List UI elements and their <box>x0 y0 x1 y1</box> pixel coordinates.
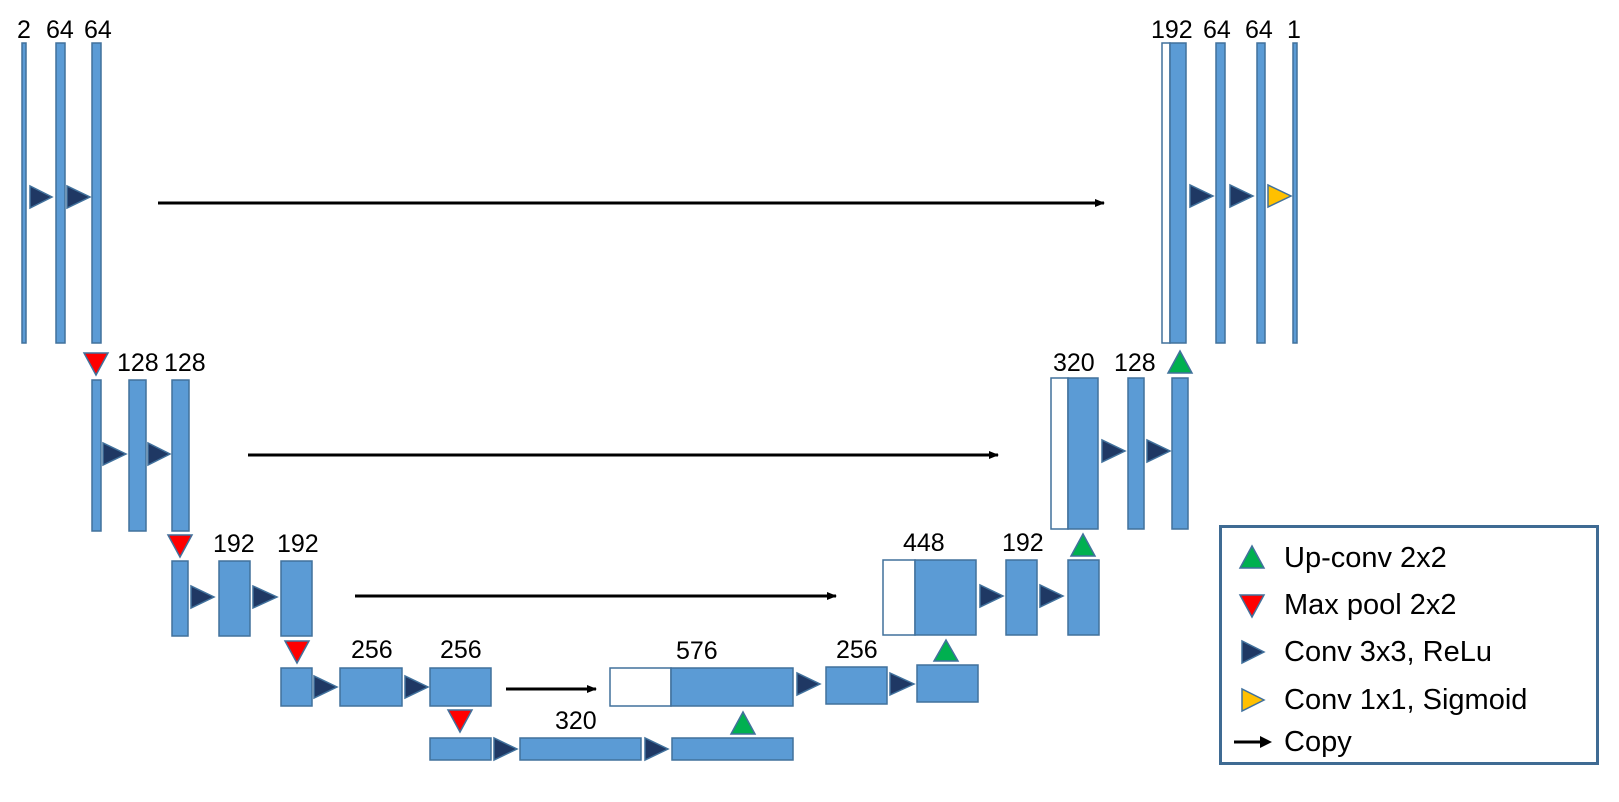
channel-label: 128 <box>1114 349 1156 377</box>
channel-label: 320 <box>555 707 597 735</box>
conv-icon <box>493 736 519 762</box>
legend-item-sigmoid: Conv 1x1, Sigmoid <box>1222 680 1596 720</box>
channel-label: 192 <box>213 530 255 558</box>
feature-map-enc4-a <box>280 667 313 707</box>
feature-map-enc1-a <box>55 42 66 344</box>
upconv-icon <box>1166 349 1194 374</box>
legend-item-conv: Conv 3x3, ReLu <box>1222 632 1596 672</box>
legend-label: Conv 3x3, ReLu <box>1284 636 1492 668</box>
maxpool-icon <box>82 352 110 377</box>
feature-map-dec4-a <box>825 666 888 705</box>
channel-label: 64 <box>46 16 74 44</box>
channel-label: 256 <box>440 636 482 664</box>
feature-map-enc2-b <box>128 379 147 532</box>
feature-map-bottleneck-c <box>671 737 794 761</box>
feature-map-dec2-b <box>1171 377 1189 530</box>
channel-label: 64 <box>84 16 112 44</box>
legend-label: Copy <box>1284 726 1352 758</box>
channel-label: 1 <box>1287 16 1301 44</box>
legend-label: Up-conv 2x2 <box>1284 542 1447 574</box>
feature-map-enc1-b <box>91 42 102 344</box>
maxpool-icon <box>446 709 474 734</box>
maxpool-icon <box>283 640 311 665</box>
feature-map-dec4-b <box>916 664 979 703</box>
channel-label: 64 <box>1203 16 1231 44</box>
upconv-icon <box>1238 544 1266 569</box>
skip-concat-dec1 <box>1161 42 1171 344</box>
sigmoid-icon <box>1241 687 1266 713</box>
feature-map-enc2-c <box>171 379 190 532</box>
legend-label: Conv 1x1, Sigmoid <box>1284 684 1528 716</box>
conv-icon <box>29 184 54 210</box>
channel-label: 256 <box>351 636 393 664</box>
conv-icon <box>979 583 1005 609</box>
copy-arrow-icon <box>1234 736 1272 748</box>
skip-concat-dec4 <box>609 667 672 707</box>
feature-map-dec3-concat <box>914 559 977 636</box>
feature-map-enc3-a <box>171 560 189 637</box>
channel-label: 448 <box>903 529 945 557</box>
feature-map-bottleneck-b <box>519 737 642 761</box>
channel-label: 192 <box>1151 16 1193 44</box>
conv-icon <box>252 584 279 610</box>
feature-map-bottleneck-a <box>429 737 492 761</box>
skip-concat-dec3 <box>882 559 916 636</box>
sigmoid-icon <box>1267 183 1293 209</box>
channel-label: 320 <box>1053 349 1095 377</box>
channel-label: 2 <box>17 16 31 44</box>
feature-map-dec1-concat <box>1169 42 1187 344</box>
conv-icon <box>644 736 670 762</box>
upconv-icon <box>729 710 757 735</box>
feature-map-dec1-b <box>1256 42 1266 344</box>
feature-map-dec2-a <box>1127 377 1145 530</box>
channel-label: 128 <box>117 349 159 377</box>
feature-map-dec2-concat <box>1067 377 1099 530</box>
feature-map-enc2-a <box>91 379 102 532</box>
conv-icon <box>102 441 128 467</box>
feature-map-dec1-a <box>1215 42 1226 344</box>
conv-icon <box>796 671 822 697</box>
feature-map-dec3-b <box>1067 559 1100 636</box>
feature-map-enc1-input <box>21 42 27 344</box>
upconv-icon <box>1069 532 1097 557</box>
channel-label: 256 <box>836 636 878 664</box>
maxpool-icon <box>1238 594 1266 619</box>
conv-icon <box>404 674 430 700</box>
legend-item-maxpool: Max pool 2x2 <box>1222 585 1596 625</box>
conv-icon <box>1146 438 1172 464</box>
conv-icon <box>1039 583 1065 609</box>
skip-concat-dec2 <box>1050 377 1069 530</box>
feature-map-enc3-c <box>280 560 313 637</box>
upconv-icon <box>932 638 960 662</box>
feature-map-dec3-a <box>1005 559 1038 636</box>
conv-icon <box>1101 438 1127 464</box>
conv-icon <box>889 671 916 697</box>
conv-icon <box>190 584 216 610</box>
legend-item-copy: Copy <box>1222 722 1596 762</box>
channel-label: 576 <box>676 637 718 665</box>
conv-icon <box>1189 183 1215 209</box>
feature-map-dec4-concat <box>670 667 794 707</box>
conv-icon <box>1241 639 1266 665</box>
channel-label: 192 <box>277 530 319 558</box>
channel-label: 128 <box>164 349 206 377</box>
feature-map-output <box>1292 42 1298 344</box>
conv-icon <box>1229 183 1255 209</box>
legend-item-upconv: Up-conv 2x2 <box>1222 538 1596 578</box>
conv-icon <box>147 441 172 467</box>
legend-label: Max pool 2x2 <box>1284 589 1457 621</box>
feature-map-enc3-b <box>218 560 251 637</box>
channel-label: 64 <box>1245 16 1273 44</box>
feature-map-enc4-c <box>429 667 492 707</box>
channel-label: 192 <box>1002 529 1044 557</box>
maxpool-icon <box>166 534 194 559</box>
legend: Up-conv 2x2 Max pool 2x2 Conv 3x3, ReLu … <box>1219 525 1599 765</box>
feature-map-enc4-b <box>339 667 403 707</box>
conv-icon <box>313 674 339 700</box>
conv-icon <box>66 184 92 210</box>
